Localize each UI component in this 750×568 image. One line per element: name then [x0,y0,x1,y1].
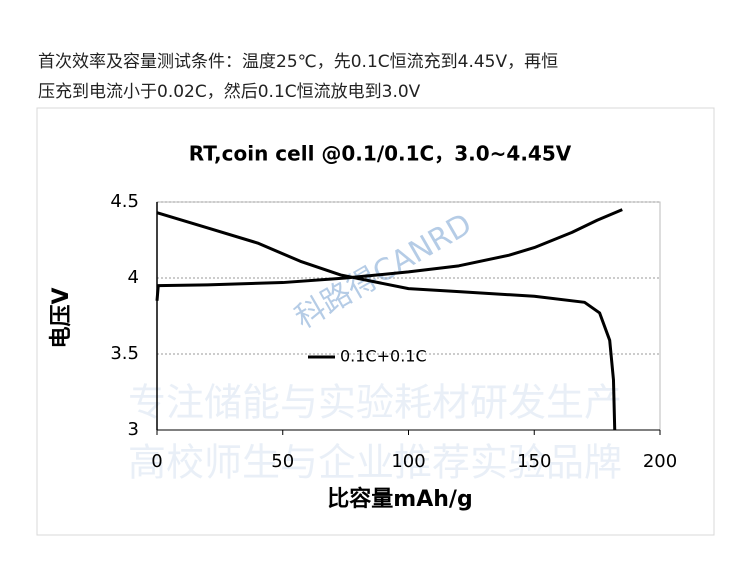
y-tick-label: 3.5 [110,343,139,364]
x-tick-label: 0 [151,451,162,472]
x-tick-label: 100 [391,451,425,472]
chart-frame [36,107,715,536]
watermark: 专注储能与实验耗材研发生产 [128,381,622,425]
y-axis-label: 电压V [49,287,74,348]
x-tick-label: 200 [643,451,677,472]
x-tick-label: 150 [517,451,551,472]
x-tick-label: 50 [271,451,294,472]
caption-line: 压充到电流小于0.02C，然后0.1C恒流放电到3.0V [38,82,421,102]
watermark: 高校师生与企业推荐实验品牌 [128,441,622,485]
watermark: 科路得CANRD [289,207,478,336]
x-axis-label: 比容量mAh/g [327,486,472,512]
legend-label: 0.1C+0.1C [340,347,427,366]
y-tick-label: 3 [128,419,139,440]
caption-line: 首次效率及容量测试条件：温度25℃，先0.1C恒流充到4.45V，再恒 [38,52,558,72]
data-line [155,208,623,431]
chart-title: RT,coin cell @0.1/0.1C，3.0~4.45V [189,142,572,166]
y-tick-label: 4 [128,267,139,288]
y-tick-label: 4.5 [110,191,139,212]
